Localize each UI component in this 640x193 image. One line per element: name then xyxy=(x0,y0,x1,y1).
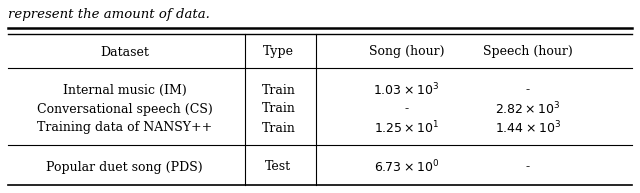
Text: represent the amount of data.: represent the amount of data. xyxy=(8,8,209,21)
Text: $6.73 \times 10^{0}$: $6.73 \times 10^{0}$ xyxy=(374,159,439,175)
Text: Test: Test xyxy=(266,161,291,174)
Text: Internal music (IM): Internal music (IM) xyxy=(63,84,187,96)
Text: Conversational speech (CS): Conversational speech (CS) xyxy=(37,102,212,115)
Text: Song (hour): Song (hour) xyxy=(369,46,444,58)
Text: Dataset: Dataset xyxy=(100,46,149,58)
Text: Speech (hour): Speech (hour) xyxy=(483,46,573,58)
Text: $1.25 \times 10^{1}$: $1.25 \times 10^{1}$ xyxy=(374,120,439,136)
Text: Training data of NANSY++: Training data of NANSY++ xyxy=(37,122,212,135)
Text: Train: Train xyxy=(262,102,295,115)
Text: Type: Type xyxy=(263,46,294,58)
Text: $1.44 \times 10^{3}$: $1.44 \times 10^{3}$ xyxy=(495,120,561,136)
Text: -: - xyxy=(404,102,408,115)
Text: -: - xyxy=(526,84,530,96)
Text: -: - xyxy=(526,161,530,174)
Text: Train: Train xyxy=(262,84,295,96)
Text: Popular duet song (PDS): Popular duet song (PDS) xyxy=(47,161,203,174)
Text: Train: Train xyxy=(262,122,295,135)
Text: $2.82 \times 10^{3}$: $2.82 \times 10^{3}$ xyxy=(495,101,561,117)
Text: $1.03 \times 10^{3}$: $1.03 \times 10^{3}$ xyxy=(373,82,440,98)
